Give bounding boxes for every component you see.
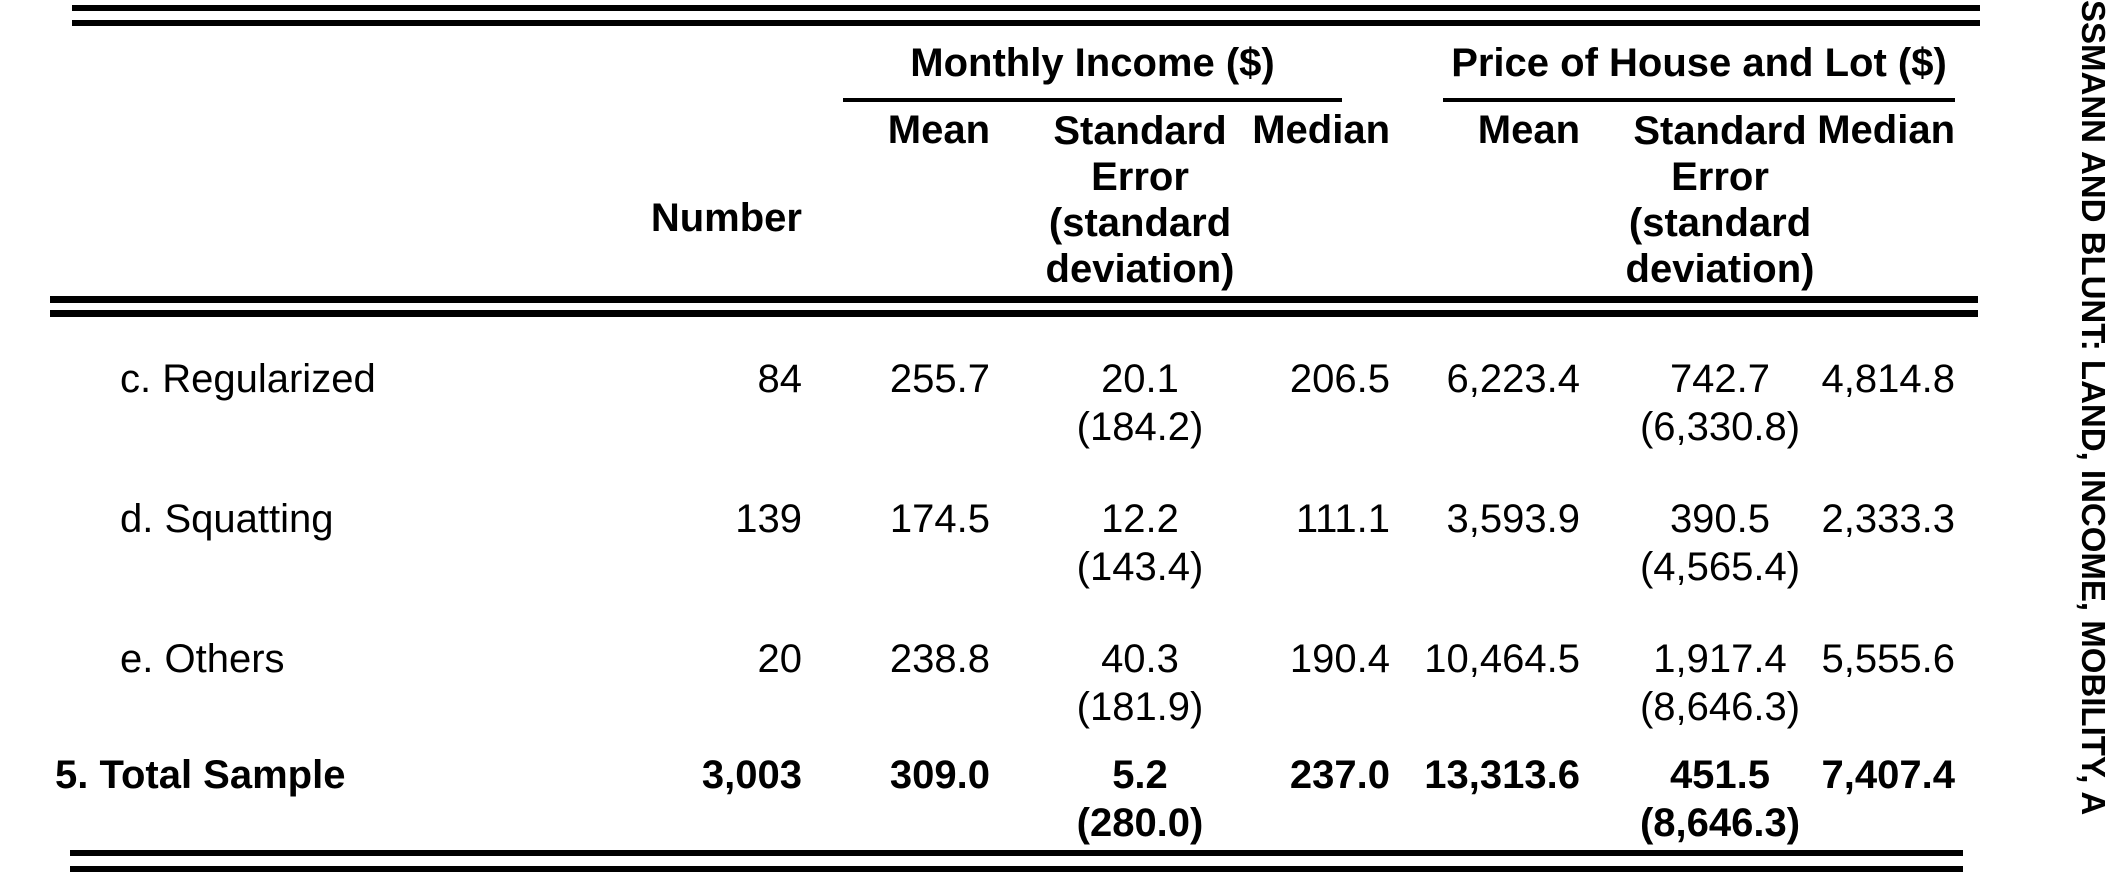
- top-double-rule: [72, 5, 1980, 26]
- table-row: e. Others 20 238.8 40.3 (181.9) 190.4 10,464.5…: [55, 638, 1980, 728]
- col-header-income-mean: Mean: [887, 108, 990, 152]
- cell-income-median: 111.1: [1295, 497, 1390, 541]
- col-header-income-median: Median: [1252, 108, 1390, 152]
- group-header-monthly-income: Monthly Income ($): [843, 40, 1342, 102]
- col-header-price-median: Median: [1817, 108, 1955, 152]
- col-header-number: Number: [650, 196, 802, 240]
- table-column-header-row: Number Mean Standard Error (standard dev…: [55, 108, 1980, 292]
- cell-number: 139: [735, 497, 802, 541]
- cell-income-se: 12.2 (143.4): [1076, 497, 1204, 589]
- cell-income-mean: 174.5: [889, 497, 990, 541]
- cell-income-median: 206.5: [1289, 357, 1390, 401]
- cell-income-se: 40.3 (181.9): [1076, 637, 1204, 729]
- cell-price-mean: 3,593.9: [1446, 497, 1580, 541]
- cell-price-median: 7,407.4: [1821, 753, 1955, 797]
- col-header-price-standard-error: Standard Error (standard deviation): [1625, 109, 1815, 291]
- cell-row-label: d. Squatting: [120, 497, 334, 541]
- cell-price-se: 1,917.4 (8,646.3): [1639, 637, 1801, 729]
- cell-price-mean: 6,223.4: [1446, 357, 1580, 401]
- cell-price-median: 4,814.8: [1821, 357, 1955, 401]
- cell-income-mean: 238.8: [889, 637, 990, 681]
- table-row: 5. Total Sample 3,003 309.0 5.2 (280.0) 237.0…: [55, 754, 1980, 844]
- cell-row-label: c. Regularized: [120, 357, 376, 401]
- cell-price-se: 742.7 (6,330.8): [1639, 357, 1801, 449]
- cell-price-mean: 13,313.6: [1424, 753, 1580, 797]
- running-head-vertical: SSMANN AND BLUNT: LAND, INCOME, MOBILITY…: [2075, 0, 2112, 816]
- cell-income-se: 20.1 (184.2): [1076, 357, 1204, 449]
- header-double-rule: [50, 296, 1978, 317]
- cell-number: 20: [757, 637, 803, 681]
- cell-income-median: 237.0: [1289, 753, 1390, 797]
- col-header-price-mean: Mean: [1477, 108, 1580, 152]
- cell-price-median: 2,333.3: [1821, 497, 1955, 541]
- cell-number: 3,003: [701, 753, 802, 797]
- cell-income-median: 190.4: [1289, 637, 1390, 681]
- cell-price-median: 5,555.6: [1821, 637, 1955, 681]
- table-row: c. Regularized 84 255.7 20.1 (184.2) 206.5 6,2…: [55, 358, 1980, 448]
- table-group-header-row: Monthly Income ($) Price of House and Lo…: [55, 40, 1980, 102]
- cell-number: 84: [757, 357, 803, 401]
- cell-income-mean: 309.0: [889, 753, 990, 797]
- bottom-double-rule: [70, 850, 1963, 872]
- cell-row-label: 5. Total Sample: [55, 753, 346, 797]
- cell-price-mean: 10,464.5: [1424, 637, 1580, 681]
- cell-price-se: 451.5 (8,646.3): [1639, 753, 1801, 845]
- col-header-income-standard-error: Standard Error (standard deviation): [1045, 109, 1235, 291]
- table-row: d. Squatting 139 174.5 12.2 (143.4) 111.1 3,59…: [55, 498, 1980, 588]
- cell-income-mean: 255.7: [889, 357, 990, 401]
- cell-price-se: 390.5 (4,565.4): [1639, 497, 1801, 589]
- cell-income-se: 5.2 (280.0): [1076, 753, 1204, 845]
- group-header-price-house-lot: Price of House and Lot ($): [1443, 40, 1955, 102]
- cell-row-label: e. Others: [120, 637, 285, 681]
